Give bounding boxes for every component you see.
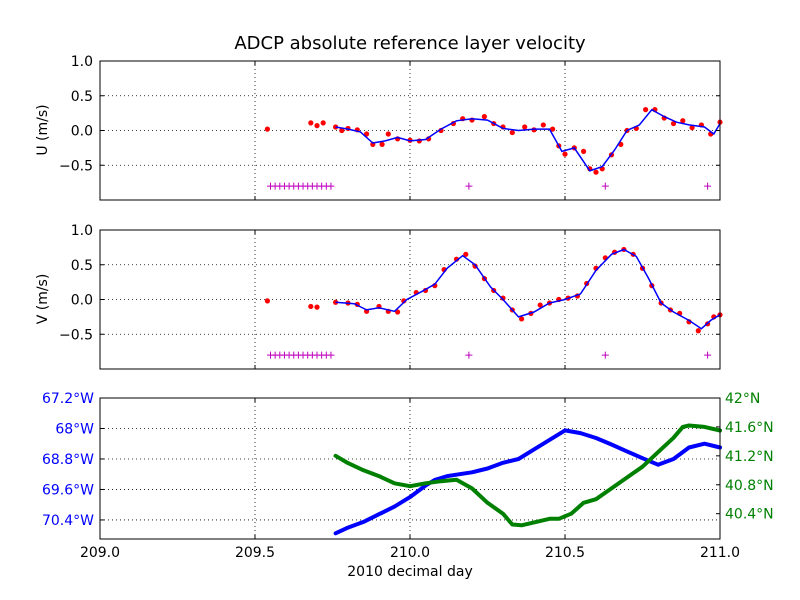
y-tick-label: 0.0	[71, 124, 93, 140]
flag-marker	[704, 351, 712, 359]
data-point	[695, 328, 701, 334]
data-point	[364, 131, 370, 137]
longitude-tick-label: 70.4°W	[42, 513, 94, 529]
longitude-tick-label: 68.8°W	[42, 452, 94, 468]
latitude-line	[333, 423, 722, 528]
position-axis-ticks: 209.0 209.5 210.0 210.5 211.0 67.2°W 68°W 68.8°…	[42, 391, 774, 561]
x-tick-label: 211.0	[700, 545, 740, 561]
data-point	[379, 141, 385, 147]
flag-marker	[327, 182, 335, 190]
data-point	[550, 126, 556, 132]
data-point	[643, 107, 649, 113]
data-point	[308, 120, 314, 126]
v-axes-frame	[99, 229, 721, 370]
u-flag-markers	[267, 182, 712, 190]
v-smoothed-line	[335, 248, 721, 330]
panel-v: −0.5 0.0 0.5 1.0 V (m/s)	[35, 223, 723, 370]
flag-marker	[601, 182, 609, 190]
figure-title: ADCP absolute reference layer velocity	[234, 33, 586, 54]
panel-position: 209.0 209.5 210.0 210.5 211.0 67.2°W 68°W 68.8°…	[42, 391, 774, 580]
v-flag-markers	[267, 351, 712, 359]
data-point	[509, 129, 515, 136]
latitude-tick-label: 40.4°N	[725, 507, 774, 523]
y-tick-label: 0.0	[71, 293, 93, 309]
longitude-tick-label: 69.6°W	[42, 482, 94, 498]
latitude-tick-label: 41.2°N	[725, 449, 774, 465]
data-point	[540, 122, 546, 128]
flag-marker	[327, 351, 335, 359]
data-point	[689, 125, 695, 131]
x-tick-label: 210.5	[545, 545, 585, 561]
y-tick-label: 0.5	[71, 89, 93, 105]
latitude-tick-label: 40.8°N	[725, 478, 774, 494]
y-tick-label: −0.5	[59, 327, 93, 343]
x-tick-label: 210.0	[390, 545, 430, 561]
data-point	[680, 118, 686, 124]
longitude-tick-label: 67.2°W	[42, 391, 94, 407]
x-axis-label: 2010 decimal day	[347, 564, 472, 580]
u-axis-label: U (m/s)	[35, 104, 51, 155]
data-point	[537, 302, 543, 308]
flag-marker	[704, 182, 712, 190]
data-point	[463, 251, 469, 257]
data-point	[314, 123, 320, 129]
flag-marker	[465, 351, 473, 359]
data-point	[385, 131, 391, 137]
panel-u: −0.5 0.0 0.5 1.0 U (m/s)	[35, 54, 723, 201]
x-tick-label: 209.5	[235, 545, 275, 561]
y-tick-label: 0.5	[71, 258, 93, 274]
data-point	[522, 124, 528, 130]
longitude-line	[333, 428, 722, 536]
data-point	[308, 303, 314, 310]
v-axis-ticks: −0.5 0.0 0.5 1.0	[59, 223, 721, 369]
data-point	[320, 120, 326, 126]
latitude-tick-label: 42°N	[725, 391, 760, 407]
latitude-tick-label: 41.6°N	[725, 420, 774, 436]
y-tick-label: 1.0	[71, 54, 93, 70]
data-point	[519, 316, 525, 322]
flag-marker	[465, 182, 473, 190]
data-point	[333, 299, 339, 305]
longitude-tick-label: 68°W	[55, 421, 94, 437]
u-smoothed-line	[335, 108, 721, 172]
data-point	[395, 309, 401, 315]
x-tick-label: 209.0	[80, 545, 120, 561]
data-point	[670, 120, 677, 127]
data-point	[339, 127, 345, 134]
u-axes-frame	[99, 60, 721, 201]
flag-marker	[601, 351, 609, 359]
data-point	[562, 151, 568, 157]
data-point	[264, 298, 270, 304]
position-gridlines	[99, 397, 721, 539]
data-point	[481, 114, 487, 120]
data-point	[593, 169, 599, 175]
u-axis-ticks: −0.5 0.0 0.5 1.0	[59, 54, 721, 200]
data-point	[314, 304, 320, 310]
v-axis-label: V (m/s)	[35, 274, 51, 325]
u-data-points	[264, 107, 723, 175]
data-point	[500, 295, 506, 301]
data-point	[264, 126, 270, 132]
y-tick-label: −0.5	[59, 158, 93, 174]
y-tick-label: 1.0	[71, 223, 93, 239]
position-axes-frame	[99, 397, 721, 540]
data-point	[581, 148, 587, 154]
